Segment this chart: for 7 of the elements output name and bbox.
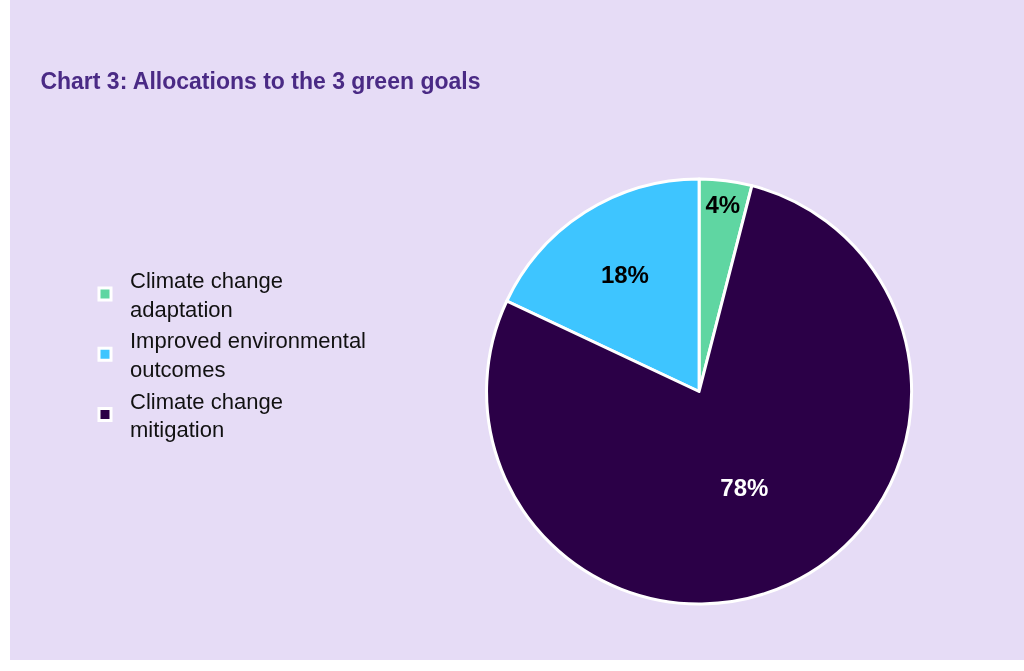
chart-title: Chart 3: Allocations to the 3 green goals [40, 67, 481, 94]
data-label: 18% [600, 261, 649, 289]
legend-label: Improved environmental outcomes [130, 328, 367, 383]
data-label: 78% [720, 474, 769, 502]
data-label: 4% [705, 190, 741, 218]
legend-label: Climate change adaptation [130, 268, 283, 322]
legend-label: Climate change mitigation [130, 388, 283, 443]
